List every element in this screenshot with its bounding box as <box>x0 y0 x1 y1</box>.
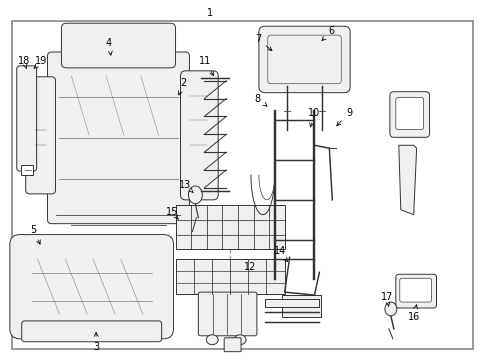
Text: 4: 4 <box>106 38 112 55</box>
Bar <box>20 165 33 175</box>
Ellipse shape <box>188 186 202 204</box>
Text: 6: 6 <box>321 26 334 40</box>
Text: 2: 2 <box>178 78 186 95</box>
Ellipse shape <box>234 335 245 345</box>
FancyBboxPatch shape <box>258 26 349 93</box>
Text: 16: 16 <box>407 305 419 322</box>
Text: 19: 19 <box>34 56 48 69</box>
Text: 1: 1 <box>207 8 213 18</box>
Text: 11: 11 <box>199 56 213 76</box>
FancyBboxPatch shape <box>10 235 173 339</box>
Text: 17: 17 <box>380 292 392 306</box>
Text: 14: 14 <box>273 247 287 262</box>
Text: 10: 10 <box>308 108 320 127</box>
Ellipse shape <box>384 302 396 316</box>
Bar <box>281 295 321 317</box>
Bar <box>175 260 284 294</box>
Text: 8: 8 <box>254 94 266 106</box>
FancyBboxPatch shape <box>224 338 241 352</box>
Text: 12: 12 <box>244 262 256 272</box>
Polygon shape <box>398 145 416 215</box>
FancyBboxPatch shape <box>389 92 428 137</box>
FancyBboxPatch shape <box>395 274 436 308</box>
FancyBboxPatch shape <box>61 23 175 68</box>
Bar <box>264 299 319 307</box>
Text: 18: 18 <box>18 56 30 69</box>
Text: 3: 3 <box>93 333 99 352</box>
Bar <box>175 205 284 249</box>
FancyBboxPatch shape <box>17 66 37 171</box>
Text: 9: 9 <box>336 108 351 126</box>
FancyBboxPatch shape <box>21 321 162 342</box>
Text: 7: 7 <box>254 34 271 51</box>
Ellipse shape <box>206 335 218 345</box>
FancyBboxPatch shape <box>180 71 218 200</box>
Text: 13: 13 <box>179 180 193 193</box>
FancyBboxPatch shape <box>399 278 431 302</box>
Text: 15: 15 <box>166 207 179 220</box>
Text: 5: 5 <box>30 225 40 244</box>
FancyBboxPatch shape <box>395 98 423 129</box>
FancyBboxPatch shape <box>26 77 55 194</box>
FancyBboxPatch shape <box>198 292 256 336</box>
FancyBboxPatch shape <box>47 52 189 224</box>
